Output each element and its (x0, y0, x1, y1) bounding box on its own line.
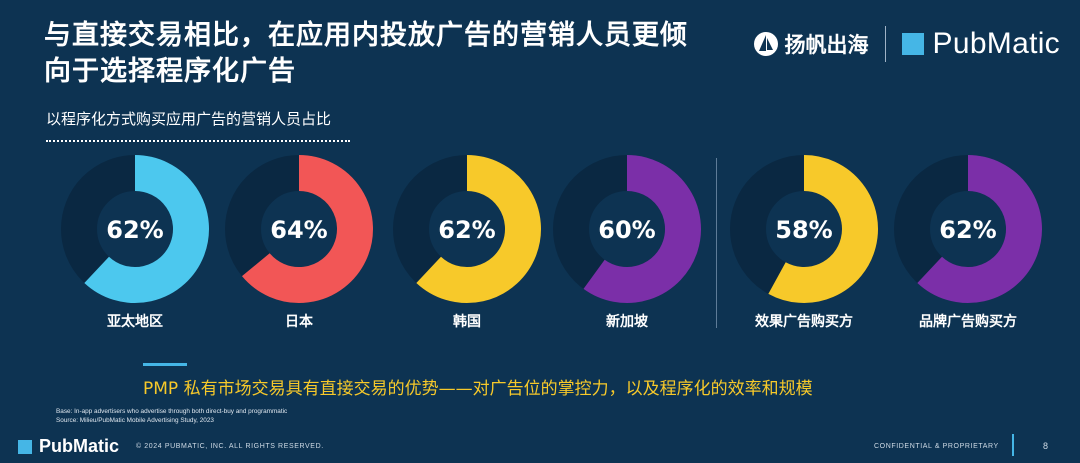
donut-value-label-2: 64% (270, 216, 327, 244)
copyright: © 2024 PUBMATIC, INC. ALL RIGHTS RESERVE… (136, 443, 324, 450)
sail-icon (753, 32, 778, 56)
yangfan-logo-text: 扬帆出海 (784, 33, 869, 57)
header-logos: 扬帆出海 PubMatic (753, 22, 1060, 66)
page-title: 与直接交易相比，在应用内投放广告的营销人员更倾向于选择程序化广告 (44, 20, 688, 87)
callout-text: PMP 私有市场交易具有直接交易的优势——对广告位的掌控力，以及程序化的效率和规… (143, 379, 813, 399)
confidential-label: CONFIDENTIAL & PROPRIETARY (874, 443, 999, 450)
pubmatic-square-icon (901, 33, 924, 55)
donut-value-label-6: 62% (939, 216, 996, 244)
source-note: Base: In-app advertisers who advertise t… (56, 408, 287, 425)
donut-value-label-3: 62% (438, 216, 495, 244)
pubmatic-logo: PubMatic (901, 27, 1060, 61)
donut-category-label-6: 品牌广告购买方 (919, 313, 1017, 330)
note-source: Source: Milieu/PubMatic Mobile Advertisi… (56, 416, 214, 424)
donut-value-label-4: 60% (598, 216, 655, 244)
note-base: Base: In-app advertisers who advertise t… (56, 408, 288, 415)
donut-category-label-5: 效果广告购买方 (755, 313, 853, 330)
donut-category-label-1: 亚太地区 (107, 313, 163, 330)
footer-logo-text: PubMatic (39, 436, 120, 456)
dotted-underline (46, 140, 350, 142)
page-bar (1012, 434, 1014, 456)
donut-category-label-2: 日本 (285, 313, 314, 330)
logo-divider (884, 26, 886, 62)
page-number: 8 (1043, 441, 1049, 451)
callout-accent-line (143, 363, 187, 366)
donut-arc-5 (768, 155, 878, 303)
yangfan-logo: 扬帆出海 (753, 29, 869, 59)
group-divider (716, 158, 717, 328)
donut-arc-1 (84, 155, 209, 303)
chart-subtitle: 以程序化方式购买应用广告的营销人员占比 (46, 110, 332, 128)
donut-category-label-3: 韩国 (453, 313, 481, 330)
donut-arc-6 (917, 155, 1042, 303)
pubmatic-logo-text: PubMatic (932, 27, 1060, 60)
donut-arc-3 (416, 155, 541, 303)
footer-square-icon (18, 439, 32, 454)
donut-arc-2 (242, 155, 373, 303)
donut-category-label-4: 新加坡 (606, 313, 649, 330)
donut-value-label-5: 58% (775, 216, 832, 244)
donut-value-label-1: 62% (106, 216, 163, 244)
donut-arc-4 (583, 155, 701, 303)
footer-logo: PubMatic (18, 436, 119, 457)
